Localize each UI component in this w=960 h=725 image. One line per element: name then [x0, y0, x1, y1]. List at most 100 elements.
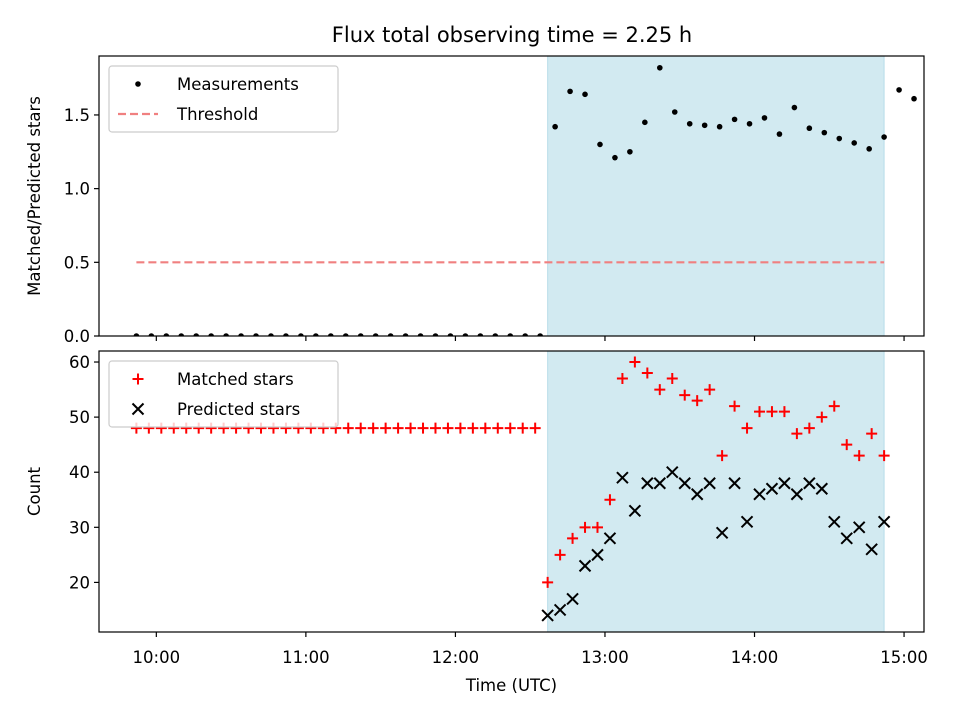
- data-point: [642, 119, 648, 126]
- data-point: [679, 389, 691, 401]
- x-axis-label: Time (UTC): [465, 676, 557, 695]
- y-axis-label: Count: [25, 466, 44, 516]
- data-point: [492, 422, 504, 434]
- data-point: [133, 333, 140, 336]
- x-tick-label: 10:00: [133, 648, 181, 667]
- y-tick-label: 1.5: [64, 106, 90, 125]
- y-tick-label: 30: [69, 518, 90, 537]
- panel-top: 0.0 0.5 1.0 1.5 Matched/Predicted stars Measu…: [25, 55, 925, 346]
- data-point: [447, 333, 454, 336]
- data-point: [803, 422, 815, 434]
- data-point: [604, 494, 616, 506]
- data-point: [479, 422, 491, 434]
- x-tick-label: 13:00: [581, 648, 629, 667]
- data-point: [432, 333, 439, 336]
- data-point: [553, 603, 567, 617]
- data-point: [686, 120, 693, 127]
- data-point: [582, 91, 588, 98]
- data-point: [740, 515, 754, 529]
- legend-label: Predicted stars: [177, 400, 300, 419]
- data-point: [627, 148, 633, 155]
- data-point: [803, 477, 816, 490]
- data-point: [148, 333, 155, 336]
- data-point: [629, 356, 641, 368]
- data-point: [731, 116, 738, 123]
- data-point: [666, 373, 678, 385]
- y-axis-label: Matched/Predicted stars: [25, 96, 44, 296]
- data-point: [612, 154, 618, 161]
- data-point: [178, 333, 185, 336]
- data-point: [657, 64, 663, 71]
- data-point: [896, 87, 902, 93]
- data-point: [467, 422, 479, 434]
- data-point: [552, 123, 558, 130]
- data-point: [691, 395, 703, 407]
- data-point: [567, 88, 573, 95]
- panel-bottom: 20 30 40 50 60 10:00 11:00 12:00 13:00 14:00 15:00…: [25, 350, 928, 695]
- series-predicted-stars: [541, 466, 891, 622]
- data-point: [342, 422, 354, 434]
- data-point: [442, 422, 454, 434]
- data-point: [877, 515, 891, 529]
- data-point: [542, 576, 554, 588]
- data-point: [554, 549, 566, 561]
- data-point: [405, 422, 417, 434]
- data-point: [387, 333, 394, 336]
- data-point: [641, 367, 653, 379]
- data-point: [477, 333, 484, 336]
- data-point: [355, 422, 367, 434]
- data-point: [776, 131, 783, 137]
- data-point: [690, 488, 704, 501]
- data-point: [298, 333, 304, 336]
- legend: Matched stars Predicted stars: [108, 360, 339, 428]
- data-point: [741, 422, 753, 434]
- legend-label: Threshold: [176, 105, 258, 124]
- plot-area: [130, 351, 891, 632]
- data-point: [454, 422, 466, 434]
- data-point: [716, 450, 728, 462]
- data-point: [628, 504, 642, 517]
- y-tick-label: 50: [69, 408, 90, 427]
- data-point: [881, 134, 887, 140]
- data-point: [537, 333, 543, 336]
- data-point: [313, 333, 319, 336]
- data-point: [841, 439, 853, 451]
- axes-frame: [98, 55, 925, 337]
- data-point: [653, 477, 667, 490]
- data-point: [591, 548, 604, 562]
- data-point: [193, 333, 200, 336]
- data-point: [541, 609, 554, 622]
- data-point: [522, 333, 529, 336]
- data-point: [591, 521, 603, 533]
- x-tick-label: 11:00: [282, 648, 330, 667]
- data-point: [840, 532, 853, 545]
- data-point: [753, 406, 765, 418]
- y-tick-label: 0.0: [64, 327, 90, 346]
- data-point: [828, 515, 841, 529]
- y-tick-label: 20: [69, 573, 90, 592]
- data-point: [517, 422, 529, 434]
- data-point: [492, 333, 499, 336]
- data-point: [380, 422, 392, 434]
- data-point: [791, 104, 798, 111]
- data-point: [238, 333, 244, 336]
- data-point: [208, 333, 214, 336]
- x-tick-label: 15:00: [880, 648, 928, 667]
- data-point: [715, 526, 729, 540]
- data-point: [597, 141, 603, 148]
- legend-marker: [132, 373, 144, 385]
- data-point: [815, 482, 829, 495]
- legend-label: Matched stars: [177, 370, 294, 389]
- data-point: [283, 333, 289, 336]
- data-point: [462, 333, 469, 336]
- data-point: [836, 135, 843, 142]
- data-point: [253, 333, 259, 336]
- shaded-region: [547, 56, 885, 336]
- data-point: [866, 146, 872, 152]
- data-point: [746, 120, 753, 127]
- data-point: [666, 466, 679, 479]
- axes-frame: [98, 350, 925, 633]
- data-point: [578, 559, 592, 573]
- data-point: [778, 406, 790, 418]
